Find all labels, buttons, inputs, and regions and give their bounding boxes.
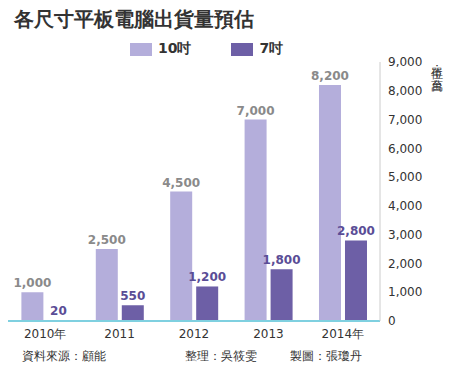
svg-text:8,000: 8,000 [388,84,422,98]
svg-text:7,000: 7,000 [388,113,422,127]
svg-text:2014年: 2014年 [322,327,365,341]
html-text:整理：吳筱雯: 整理：吳筱雯 [185,349,257,363]
html-text:各尺寸平板電腦出貨量預估: 各尺寸平板電腦出貨量預估 [14,7,254,31]
svg-text:2,000: 2,000 [388,257,422,271]
svg-text:2012: 2012 [179,327,210,341]
svg-text:5,000: 5,000 [388,170,422,184]
html-text:製圖：張瓊丹: 製圖：張瓊丹 [290,349,362,363]
svg-text:7,000: 7,000 [237,104,275,118]
svg-text:1,000: 1,000 [388,285,422,299]
svg-text:0: 0 [388,314,396,328]
svg-text:1,200: 1,200 [188,270,226,284]
svg-text:4,000: 4,000 [388,199,422,213]
html-text:10吋: 10吋 [158,40,192,56]
svg-text:6,000: 6,000 [388,142,422,156]
svg-text:8,200: 8,200 [311,69,349,83]
svg-text:4,500: 4,500 [162,176,200,190]
svg-text:1,000: 1,000 [13,276,51,290]
html-text:7吋: 7吋 [259,40,284,56]
svg-text:3,000: 3,000 [388,228,422,242]
svg-text:550: 550 [120,289,145,303]
svg-text:2010年: 2010年 [24,327,67,341]
html-text:資料來源：顧能: 資料來源：顧能 [22,349,106,363]
svg-text:2,800: 2,800 [337,224,375,238]
svg-text:9,000: 9,000 [388,55,422,69]
svg-text:2,500: 2,500 [88,233,126,247]
svg-text:2011: 2011 [104,327,135,341]
html-text:單位：萬台: 單位：萬台 [430,58,444,70]
svg-text:1,800: 1,800 [263,253,301,267]
svg-text:20: 20 [50,304,67,318]
svg-text:2013: 2013 [253,327,284,341]
